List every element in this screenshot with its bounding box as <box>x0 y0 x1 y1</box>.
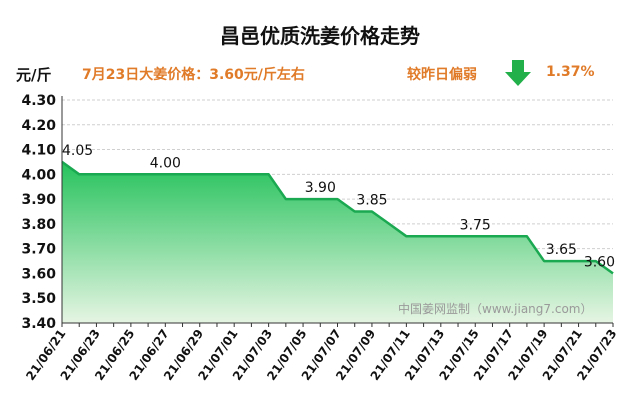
y-tick-label: 4.30 <box>21 93 56 109</box>
area-shape <box>62 161 613 323</box>
change-label: 较昨日偏弱 <box>407 67 477 83</box>
y-tick-label: 3.50 <box>21 291 56 307</box>
data-label: 3.65 <box>546 242 577 258</box>
data-label: 3.75 <box>460 217 491 233</box>
data-label: 4.05 <box>62 143 93 159</box>
price-note: 7月23日大姜价格：3.60元/斤左右 <box>82 67 305 83</box>
y-tick-label: 4.00 <box>21 167 56 183</box>
change-percent: 1.37% <box>546 64 595 80</box>
y-tick-label: 4.20 <box>21 118 56 134</box>
y-axis-ticks: 3.40 3.50 3.60 3.70 3.80 3.90 4.00 4.10 4.20 4.30 <box>21 93 56 332</box>
data-label: 3.90 <box>305 180 336 196</box>
data-label: 3.60 <box>584 254 615 270</box>
data-labels: 4.05 4.00 3.90 3.85 3.75 3.65 3.60 <box>62 143 615 271</box>
down-arrow-icon <box>503 58 533 92</box>
watermark: 中国姜网监制（www.jiang7.com） <box>398 301 592 316</box>
data-label: 4.00 <box>150 155 181 171</box>
y-tick-label: 4.10 <box>21 143 56 159</box>
x-axis-ticks: 21/06/2121/06/2321/06/2521/06/2721/06/29… <box>23 327 619 383</box>
axes <box>61 96 614 327</box>
area-fill <box>61 160 614 323</box>
y-tick-label: 3.80 <box>21 217 56 233</box>
chart-title: 昌邑优质洗姜价格走势 <box>220 24 420 48</box>
y-tick-label: 3.40 <box>21 316 56 332</box>
y-axis-unit-label: 元/斤 <box>16 66 52 84</box>
data-label: 3.85 <box>356 193 387 209</box>
y-tick-label: 3.70 <box>21 242 56 258</box>
y-tick-label: 3.60 <box>21 266 56 282</box>
y-tick-label: 3.90 <box>21 192 56 208</box>
series-line <box>61 160 614 275</box>
